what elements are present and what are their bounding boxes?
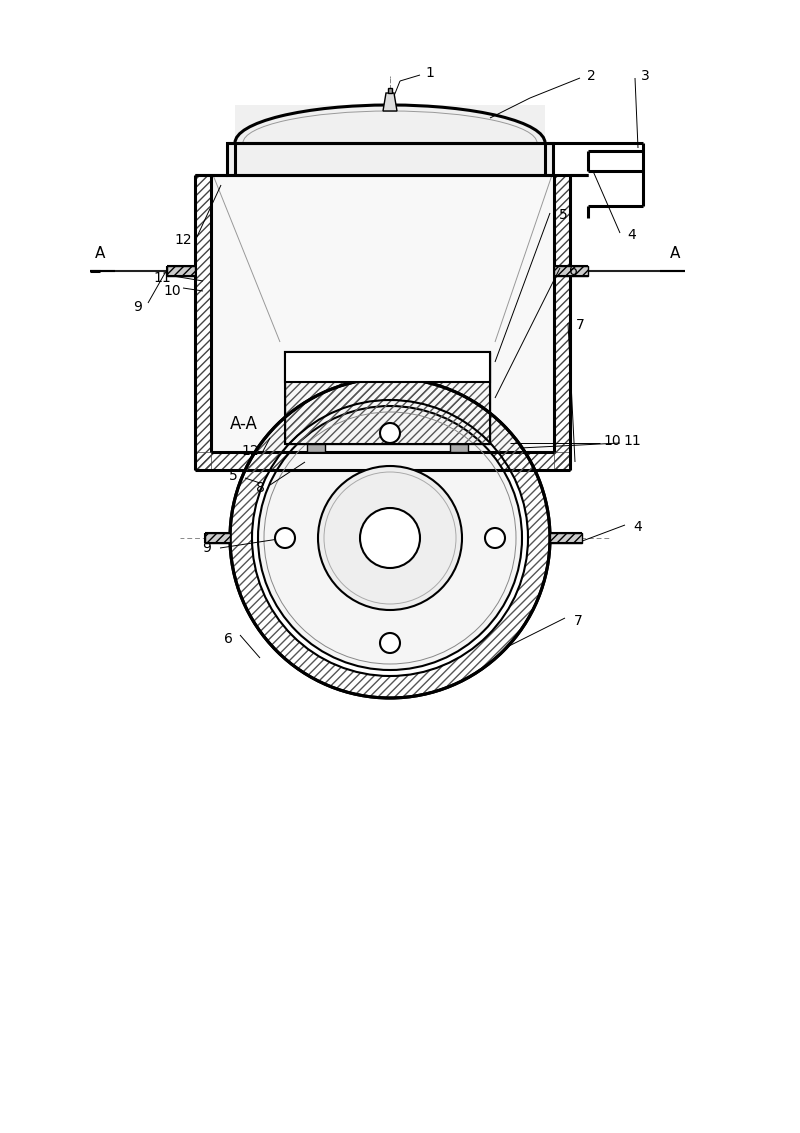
Text: 10: 10 — [603, 434, 621, 448]
Wedge shape — [235, 0, 545, 143]
Text: 11: 11 — [153, 271, 171, 286]
Bar — [227, 143, 553, 174]
Text: 5: 5 — [558, 208, 567, 222]
Circle shape — [275, 528, 295, 548]
Circle shape — [258, 406, 522, 670]
Text: 4: 4 — [628, 228, 636, 242]
Bar — [307, 444, 325, 452]
Text: 9: 9 — [134, 300, 142, 314]
Text: 2: 2 — [586, 69, 595, 83]
Text: 8: 8 — [255, 482, 265, 495]
Bar — [285, 352, 490, 382]
Text: 9: 9 — [202, 540, 211, 555]
Bar — [550, 533, 582, 543]
Bar — [235, 105, 545, 143]
Bar — [554, 174, 570, 470]
Text: A: A — [95, 246, 105, 261]
Text: 6: 6 — [569, 264, 578, 278]
Bar — [285, 352, 490, 444]
Bar — [195, 174, 211, 470]
Bar — [205, 533, 230, 543]
Bar — [211, 174, 554, 452]
Bar — [554, 266, 588, 276]
Text: 5: 5 — [229, 469, 238, 483]
Circle shape — [380, 423, 400, 443]
Text: A-A: A-A — [230, 415, 258, 433]
Bar — [167, 266, 195, 276]
Polygon shape — [383, 93, 397, 111]
Text: 12: 12 — [174, 233, 192, 247]
Text: 12: 12 — [241, 444, 259, 458]
Bar — [450, 444, 468, 452]
Text: 3: 3 — [641, 69, 650, 83]
Text: 10: 10 — [163, 284, 181, 298]
Circle shape — [360, 508, 420, 568]
Bar — [388, 88, 392, 93]
Bar — [195, 452, 570, 470]
Text: 7: 7 — [574, 614, 582, 628]
Text: 1: 1 — [426, 66, 434, 80]
Circle shape — [380, 633, 400, 653]
Text: 4: 4 — [634, 520, 642, 534]
Text: A: A — [670, 246, 680, 261]
Bar — [285, 352, 490, 444]
Text: 6: 6 — [223, 632, 233, 646]
Circle shape — [485, 528, 505, 548]
Text: 7: 7 — [576, 318, 584, 332]
Text: 11: 11 — [623, 434, 641, 448]
Circle shape — [318, 466, 462, 610]
